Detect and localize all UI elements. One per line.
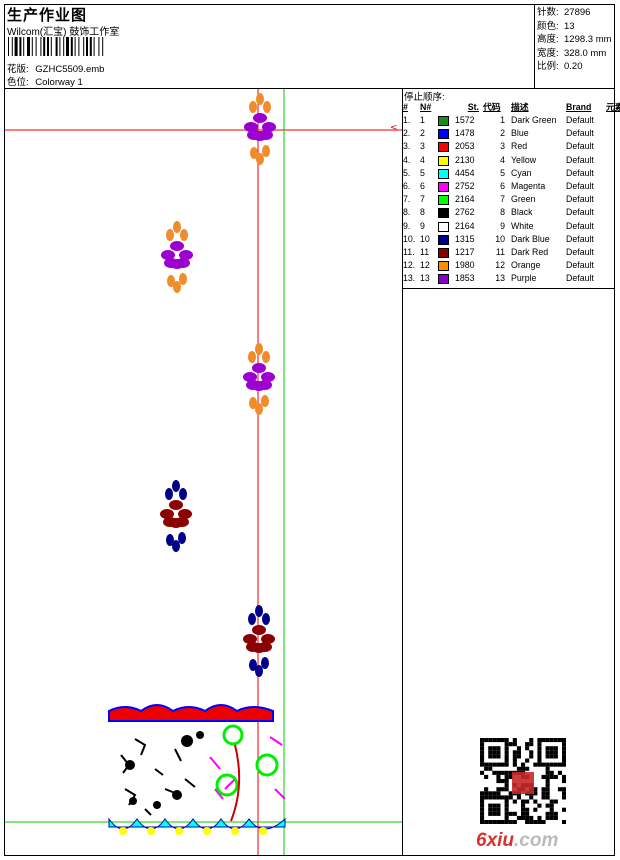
header-divider bbox=[4, 88, 615, 89]
table-row: 11. 11 1217 11 Dark Red Default bbox=[403, 246, 594, 258]
info-divider bbox=[534, 4, 535, 88]
colorway-value: Colorway 1 bbox=[35, 77, 83, 88]
table-divider bbox=[402, 288, 615, 289]
table-row: 6. 6 2752 6 Magenta Default bbox=[403, 180, 594, 192]
flower-motif bbox=[243, 605, 275, 677]
info-row: 比例: 0.20 bbox=[537, 61, 583, 72]
start-marker: < bbox=[390, 123, 398, 133]
table-row: 5. 5 4454 5 Cyan Default bbox=[403, 167, 594, 179]
embroidery-design-preview: < bbox=[5, 89, 402, 855]
color-swatch bbox=[438, 181, 449, 192]
color-swatch bbox=[438, 142, 449, 153]
color-swatch bbox=[438, 221, 449, 232]
color-swatch bbox=[438, 208, 449, 219]
color-swatch bbox=[438, 195, 449, 206]
company-name: Wilcom(汇宝) 鼓饰工作室 bbox=[7, 27, 120, 38]
info-row: 高度: 1298.3 mm bbox=[537, 34, 612, 45]
table-row: 13. 13 1853 13 Purple Default bbox=[403, 273, 594, 285]
border-motif bbox=[108, 704, 286, 835]
design-file: GZHC5509.emb bbox=[35, 64, 105, 75]
table-row: 10. 10 1315 10 Dark Blue Default bbox=[403, 233, 594, 245]
color-swatch bbox=[438, 247, 449, 258]
barcode bbox=[8, 37, 104, 56]
design-label: 花版: bbox=[7, 64, 29, 75]
table-row: 1. 1 1572 1 Dark Green Default bbox=[403, 115, 594, 126]
table-row: 9. 9 2164 9 White Default bbox=[403, 220, 594, 232]
table-row: 7. 7 2164 7 Green Default bbox=[403, 194, 594, 206]
color-swatch bbox=[438, 168, 449, 179]
table-row: 4. 4 2130 4 Yellow Default bbox=[403, 154, 594, 166]
page-title: 生产作业图 bbox=[7, 7, 88, 24]
flower-motif bbox=[161, 221, 193, 293]
seal-stamp bbox=[512, 772, 534, 794]
table-row: 3. 3 2053 3 Red Default bbox=[403, 141, 594, 153]
color-swatch bbox=[438, 155, 449, 166]
flower-motif bbox=[160, 480, 192, 552]
color-sequence-table: # N# St. 代码 描述 Brand 元素 1. 1 1572 1 Dark Gre… bbox=[403, 101, 620, 285]
sheet-frame bbox=[4, 4, 615, 856]
flower-motif bbox=[244, 93, 276, 165]
color-swatch bbox=[438, 129, 449, 140]
flower-motif bbox=[243, 343, 275, 415]
table-row: 12. 12 1980 12 Orange Default bbox=[403, 260, 594, 272]
sequence-title: 停止顺序: bbox=[404, 92, 445, 103]
table-row: 2. 2 1478 2 Blue Default bbox=[403, 128, 594, 140]
color-swatch bbox=[438, 274, 449, 285]
design-file-row: 花版: GZHC5509.emb bbox=[7, 61, 104, 75]
colorway-label: 色位: bbox=[7, 77, 29, 88]
qr-code bbox=[480, 738, 566, 824]
colorway-row: 色位: Colorway 1 bbox=[7, 74, 83, 88]
info-row: 颜色: 13 bbox=[537, 20, 575, 32]
table-row: 8. 8 2762 8 Black Default bbox=[403, 207, 594, 219]
design-info: 针数: 27896 颜色: 13 高度: 1298.3 mm 宽度: 328.0 mm … bbox=[537, 6, 612, 74]
watermark-logo: 6xiu.com bbox=[476, 830, 559, 851]
color-swatch bbox=[438, 261, 449, 272]
color-swatch bbox=[438, 116, 449, 126]
table-header: # N# St. 代码 描述 Brand 元素 bbox=[403, 102, 620, 112]
info-row: 宽度: 328.0 mm bbox=[537, 47, 607, 59]
info-row: 针数: 27896 bbox=[537, 7, 591, 18]
color-swatch bbox=[438, 234, 449, 245]
design-divider bbox=[402, 88, 403, 856]
